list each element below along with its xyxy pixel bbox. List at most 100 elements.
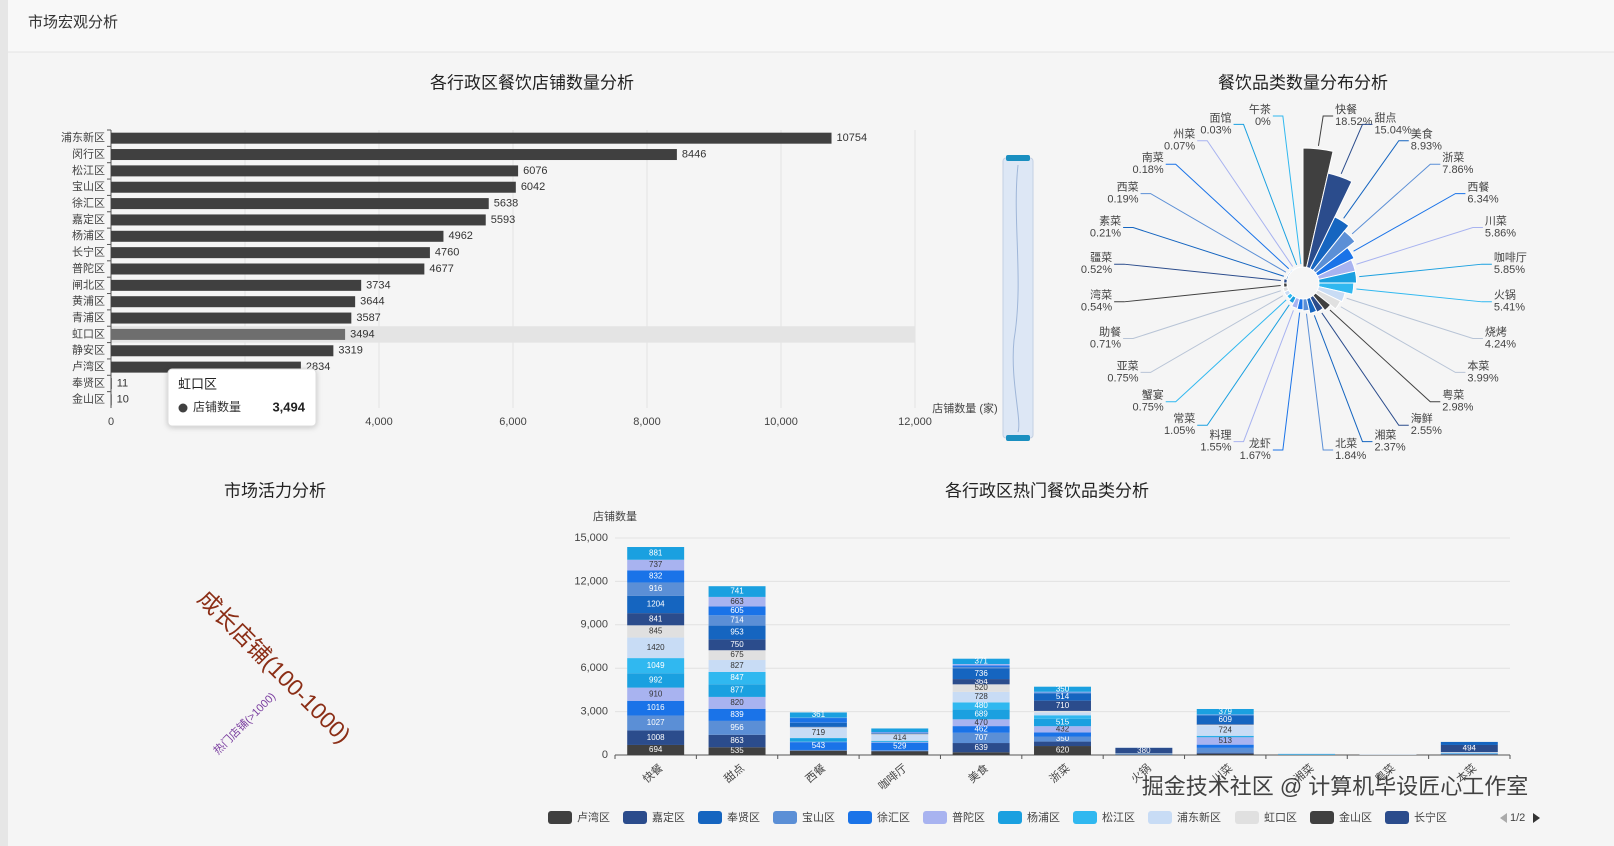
bar-segment <box>789 718 847 723</box>
slice-value: 2.55% <box>1411 425 1442 437</box>
segment-label: 462 <box>974 725 988 734</box>
slice-value: 5.86% <box>1485 227 1516 239</box>
slice-value: 0% <box>1255 116 1271 128</box>
rose-slice <box>1314 289 1342 310</box>
segment-label: 953 <box>730 628 744 637</box>
bar-segment <box>627 658 685 674</box>
leader-line <box>1165 163 1290 270</box>
value-label: 4760 <box>435 247 459 259</box>
bar-segment <box>627 687 685 701</box>
bar <box>111 230 444 242</box>
y-tick-label: 黄浦区 <box>72 294 105 308</box>
leader-line <box>1233 123 1298 266</box>
leader-line <box>1340 123 1373 175</box>
bar-segment <box>871 728 929 733</box>
rose-slice <box>1318 282 1355 295</box>
slice-label: 午茶 <box>1249 103 1271 116</box>
segment-label: 845 <box>649 627 663 636</box>
value-label: 4962 <box>448 230 472 242</box>
bar-segment <box>952 664 1010 666</box>
segment-label: 741 <box>730 587 744 596</box>
bar-segment <box>952 658 1010 665</box>
axis-name: 店铺数量 (家) <box>932 401 997 415</box>
bar-segment <box>952 726 1010 733</box>
value-label: 3587 <box>356 312 380 324</box>
slice-label: 料理 <box>1210 427 1232 441</box>
slice-label: 素菜 <box>1099 214 1121 227</box>
watermark: 掘金技术社区 @ 计算机毕设匠心工作室 <box>1142 774 1529 799</box>
legend-swatch <box>1385 811 1409 824</box>
bar <box>111 312 352 324</box>
slice-value: 0.52% <box>1081 264 1112 276</box>
tooltip-value: 3,494 <box>272 399 305 414</box>
zoom-handle[interactable] <box>1006 435 1030 441</box>
segment-label: 350 <box>1056 684 1070 693</box>
segment-label: 350 <box>1056 734 1070 743</box>
bar <box>111 198 489 210</box>
x-tick-label: 8,000 <box>633 416 661 428</box>
y-tick-label: 9,000 <box>580 619 608 631</box>
chart-title: 餐饮品类数量分布分析 <box>1218 73 1388 92</box>
segment-label: 620 <box>1056 746 1070 755</box>
chart-title: 各行政区餐饮店铺数量分析 <box>430 73 634 92</box>
segment-label: 832 <box>649 572 663 581</box>
slice-label: 西餐 <box>1467 180 1489 194</box>
slice-value: 0.21% <box>1090 227 1121 239</box>
bar-segment <box>1034 736 1091 742</box>
leader-line <box>1356 288 1492 303</box>
bar <box>111 296 356 308</box>
slice-value: 0.75% <box>1133 402 1164 414</box>
y-tick-label: 0 <box>602 749 608 761</box>
bar-segment <box>952 684 1010 692</box>
slice-value: 0.19% <box>1107 194 1138 206</box>
value-label: 4677 <box>429 263 453 275</box>
segment-label: 916 <box>649 584 663 593</box>
tooltip-dot <box>178 403 188 413</box>
legend-swatch <box>1235 811 1259 824</box>
bar-segment <box>789 727 847 739</box>
bar-segment <box>871 750 929 751</box>
bar <box>111 181 516 193</box>
bar-segment <box>1034 718 1091 727</box>
slice-value: 1.67% <box>1240 450 1271 462</box>
slice-label: 助餐 <box>1099 324 1121 338</box>
slice-label: 湾菜 <box>1090 288 1112 302</box>
rose-slice <box>1302 147 1334 268</box>
leader-line <box>1351 163 1441 235</box>
bar-segment <box>1196 735 1254 737</box>
bar-segment <box>708 684 766 697</box>
segment-label: 719 <box>812 728 826 737</box>
segment-label: 1204 <box>647 600 665 609</box>
bar-segment <box>708 586 766 597</box>
legend-label: 虹口区 <box>1264 811 1297 824</box>
segment-label: 910 <box>649 689 663 698</box>
y-tick-label: 徐汇区 <box>72 195 105 209</box>
segment-label: 515 <box>1056 718 1070 727</box>
rose-slice <box>1312 230 1356 274</box>
zoom-handle[interactable] <box>1006 155 1030 161</box>
bar-segment <box>1034 686 1091 692</box>
y-tick-label: 奉贤区 <box>72 375 105 389</box>
leader-line <box>1272 115 1302 265</box>
slice-value: 0.07% <box>1164 141 1195 153</box>
bar-segment <box>1034 692 1091 694</box>
leader-line <box>1140 193 1287 273</box>
slice-label: 湘菜 <box>1374 427 1396 441</box>
leader-line <box>1346 297 1483 339</box>
slice-value: 0.03% <box>1200 124 1231 136</box>
legend-label: 奉贤区 <box>727 810 760 824</box>
bar-segment <box>1196 715 1254 725</box>
leader-line <box>1305 313 1334 451</box>
y-tick-label: 浦东新区 <box>61 130 105 144</box>
legend-swatch <box>998 811 1022 824</box>
segment-label: 841 <box>649 614 663 623</box>
leader-line <box>1353 193 1466 252</box>
value-label: 3319 <box>338 345 362 357</box>
leader-line <box>1313 315 1373 443</box>
bar-segment <box>627 559 685 571</box>
bar-segment <box>1440 741 1498 745</box>
y-tick-label: 宝山区 <box>72 179 105 193</box>
rose-slice <box>1312 292 1332 312</box>
segment-label: 839 <box>730 710 744 719</box>
